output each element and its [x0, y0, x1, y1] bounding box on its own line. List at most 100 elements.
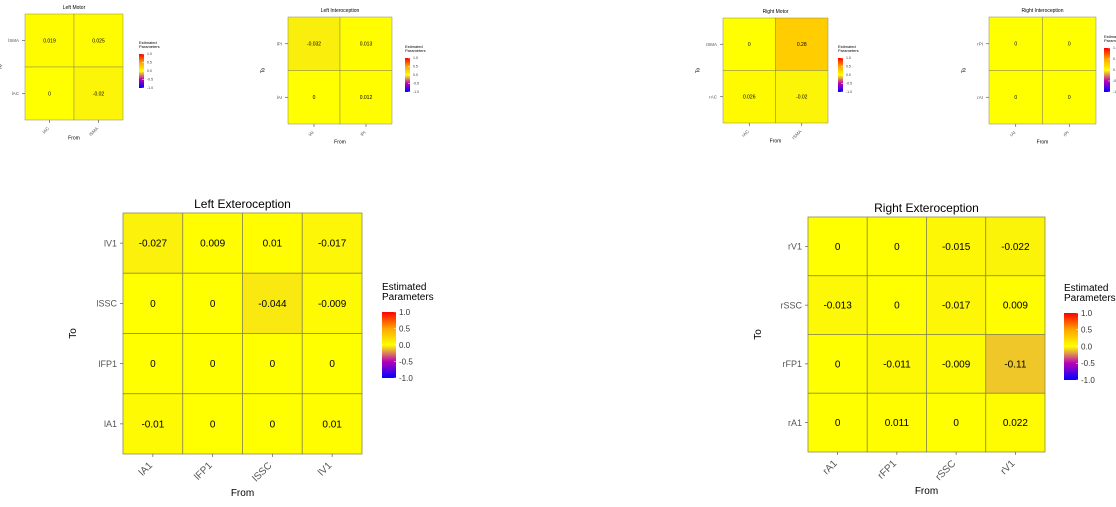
heatmap-cell — [775, 70, 829, 124]
cell-value-label: 0 — [270, 359, 276, 370]
colorbar-tick-label: 0.0 — [1081, 342, 1093, 351]
heatmap-panel-4: Right Interoception 0 0 0 0 rPI rAI rAI rPI From T… — [962, 8, 1116, 145]
colorbar-tick-label: 0.5 — [1113, 57, 1116, 61]
colorbar-tick-label: 0.5 — [413, 65, 418, 69]
colorbar-gradient — [838, 58, 843, 92]
cell-value-label: -0.11 — [1004, 359, 1026, 370]
y-tick-label: rAC — [709, 94, 718, 99]
colorbar-gradient — [382, 312, 396, 378]
colorbar-title: Estimated — [838, 44, 856, 49]
heatmap-cell — [985, 334, 1046, 394]
heatmap-cell — [866, 216, 927, 277]
colorbar-tick-label: 0.5 — [1081, 326, 1093, 335]
cell-value-label: -0.013 — [823, 301, 852, 312]
cell-value-label: 0.012 — [360, 95, 373, 101]
x-tick-label: lSMA — [88, 126, 99, 137]
x-tick-label: rSMA — [791, 129, 802, 140]
colorbar-title: Parameters — [405, 48, 426, 53]
x-axis-label: From — [334, 139, 346, 145]
y-axis-label: To — [696, 68, 702, 74]
cell-value-label: 0 — [835, 418, 841, 429]
cell-value-label: 0.009 — [200, 239, 225, 250]
heatmap-cell — [339, 16, 393, 71]
colorbar-tick-label: -0.5 — [1113, 79, 1116, 83]
colorbar-title: Parameters — [382, 292, 434, 303]
heatmap-cell — [722, 17, 776, 71]
heatmap-cell — [24, 66, 75, 121]
y-tick-label: lPI — [277, 41, 282, 46]
heatmap-cell — [122, 272, 184, 334]
chart-title: Left Interoception — [321, 8, 360, 14]
colorbar-tick-label: 0.0 — [413, 73, 418, 77]
heatmap-cell — [24, 13, 75, 68]
cell-value-label: 0 — [48, 91, 51, 97]
x-tick-label: rA1 — [821, 458, 840, 477]
cell-value-label: -0.044 — [258, 299, 287, 310]
colorbar-tick-label: -0.5 — [413, 82, 419, 86]
heatmap-cell — [182, 212, 243, 274]
heatmap-cell — [301, 272, 363, 334]
x-tick-label: lFP1 — [192, 460, 215, 483]
x-tick-label: lV1 — [316, 460, 334, 478]
colorbar-tick-label: 0.0 — [147, 69, 152, 73]
cell-value-label: 0 — [150, 359, 156, 370]
cell-value-label: 0.019 — [43, 38, 56, 44]
cell-value-label: 0 — [210, 359, 216, 370]
heatmap-cell — [988, 16, 1043, 71]
x-tick-label: rFP1 — [876, 458, 899, 481]
y-axis-label: To — [753, 329, 764, 340]
y-tick-label: rAI — [977, 95, 983, 100]
cell-value-label: 0.022 — [1003, 418, 1028, 429]
cell-value-label: 0 — [1068, 42, 1071, 48]
heatmap-cell — [866, 275, 927, 335]
heatmap-cell — [301, 393, 363, 455]
cell-value-label: -0.027 — [139, 239, 168, 250]
y-axis-label: To — [0, 64, 4, 70]
heatmap-panel-2: Left Interoception -0.032 0.013 0 0.012 lPI lA… — [261, 8, 426, 145]
colorbar-title: Estimated — [1064, 283, 1108, 294]
colorbar-gradient — [405, 58, 410, 92]
y-tick-label: rSSC — [780, 300, 802, 310]
y-axis-label: To — [962, 68, 968, 74]
x-tick-label: rAI — [1009, 130, 1017, 138]
colorbar-tick-label: 1.0 — [846, 56, 851, 60]
colorbar-tick-label: 1.0 — [1081, 309, 1093, 318]
heatmap-panel-6: Right Exteroception 0 0 -0.015 -0.022 -0.013 0… — [753, 201, 1115, 497]
cell-value-label: 0 — [1014, 95, 1017, 101]
y-tick-label: lSSC — [96, 299, 117, 309]
colorbar-gradient — [1064, 313, 1078, 380]
y-tick-label: lAC — [12, 91, 20, 96]
colorbar-gradient — [139, 54, 144, 88]
cell-value-label: -0.017 — [942, 301, 971, 312]
x-axis-label: From — [231, 488, 254, 499]
cell-value-label: -0.01 — [141, 419, 164, 430]
cell-value-label: 0 — [894, 242, 900, 253]
colorbar-title: Estimated — [1104, 34, 1116, 39]
heatmap-cell — [242, 272, 303, 334]
cell-value-label: 0.01 — [322, 419, 342, 430]
y-tick-label: lFP1 — [98, 359, 117, 369]
colorbar-tick-label: -0.5 — [846, 82, 852, 86]
cell-value-label: 0 — [270, 419, 276, 430]
heatmap-cell — [926, 334, 987, 394]
y-tick-label: rA1 — [788, 418, 802, 428]
heatmap-cell — [182, 272, 243, 334]
y-tick-label: rPI — [977, 41, 983, 46]
cell-value-label: -0.011 — [883, 359, 911, 370]
heatmap-cell — [722, 70, 776, 124]
cell-value-label: -0.022 — [1001, 242, 1030, 253]
x-tick-label: rSSC — [934, 458, 959, 483]
x-axis-label: From — [915, 486, 938, 497]
x-axis-label: From — [68, 135, 80, 141]
x-axis-label: From — [1037, 139, 1049, 145]
colorbar-tick-label: -1.0 — [413, 90, 419, 94]
chart-title: Left Motor — [63, 5, 86, 11]
cell-value-label: -0.009 — [318, 299, 347, 310]
colorbar-title: Parameters — [139, 44, 160, 49]
colorbar-gradient — [1104, 48, 1110, 92]
